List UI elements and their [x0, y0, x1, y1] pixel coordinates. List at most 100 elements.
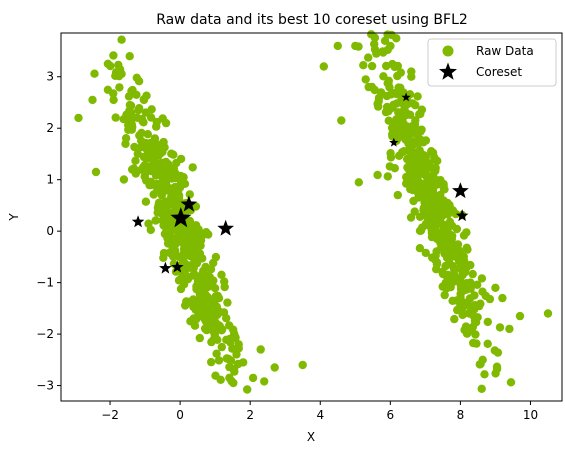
- raw-data-point: [91, 167, 101, 177]
- raw-data-point: [171, 234, 180, 243]
- raw-data-point: [477, 274, 487, 283]
- raw-data-point: [458, 264, 467, 274]
- raw-data-point: [448, 231, 457, 240]
- y-tick-label: 3: [46, 70, 54, 84]
- raw-data-point: [125, 52, 134, 61]
- raw-data-point: [222, 335, 231, 344]
- raw-data-point: [448, 296, 457, 305]
- raw-data-point: [434, 229, 443, 238]
- raw-data-point: [154, 151, 163, 160]
- raw-data-point: [415, 226, 425, 235]
- raw-data-point: [171, 173, 180, 183]
- raw-data-point: [185, 216, 194, 226]
- raw-data-point: [198, 254, 207, 263]
- raw-data-point: [458, 301, 467, 311]
- raw-data-point: [411, 169, 421, 178]
- coreset-point: [217, 219, 234, 236]
- raw-data-point: [393, 190, 402, 200]
- raw-data-point: [427, 228, 437, 238]
- coreset-point: [171, 260, 184, 273]
- raw-data-point: [458, 310, 467, 320]
- raw-data-point: [171, 182, 180, 192]
- raw-data-point: [359, 60, 368, 70]
- x-tick-label: 2: [246, 408, 254, 422]
- raw-data-point: [442, 208, 451, 218]
- raw-data-point: [225, 321, 234, 330]
- y-tick-label: 1: [46, 173, 54, 187]
- raw-data-point: [203, 311, 212, 320]
- raw-data-point: [182, 297, 191, 306]
- raw-data-point: [439, 223, 448, 232]
- y-tick-label: 2: [46, 121, 54, 135]
- raw-data-point: [146, 143, 155, 152]
- raw-data-point: [103, 85, 113, 95]
- raw-data-point: [191, 227, 200, 236]
- raw-data-point: [456, 281, 466, 290]
- raw-data-points: [74, 30, 553, 394]
- raw-data-point: [214, 356, 224, 365]
- raw-data-point: [171, 192, 180, 201]
- raw-data-point: [219, 308, 229, 317]
- legend-raw-marker: [442, 45, 454, 57]
- x-tick-label: 0: [176, 408, 184, 422]
- raw-data-point: [473, 280, 482, 289]
- y-tick-label: −1: [36, 276, 54, 290]
- raw-data-point: [466, 260, 475, 270]
- raw-data-point: [115, 83, 124, 92]
- raw-data-point: [403, 136, 412, 145]
- raw-data-point: [190, 321, 200, 330]
- raw-data-point: [117, 35, 126, 44]
- coreset-point: [452, 182, 469, 199]
- raw-data-point: [184, 262, 193, 272]
- raw-data-point: [211, 252, 221, 262]
- raw-data-point: [183, 274, 193, 284]
- raw-data-point: [169, 164, 178, 173]
- raw-data-point: [370, 33, 380, 42]
- raw-data-point: [134, 77, 144, 86]
- raw-data-point: [498, 293, 507, 303]
- raw-data-point: [248, 373, 258, 383]
- raw-data-point: [217, 342, 226, 352]
- raw-data-point: [111, 113, 120, 122]
- legend-coreset-label: Coreset: [476, 65, 522, 79]
- raw-data-point: [393, 71, 402, 81]
- raw-data-point: [406, 184, 415, 194]
- raw-data-point: [207, 357, 216, 367]
- raw-data-point: [195, 333, 204, 343]
- raw-data-point: [144, 219, 153, 228]
- raw-data-point: [443, 198, 452, 208]
- raw-data-point: [196, 236, 206, 245]
- raw-data-point: [382, 61, 391, 71]
- x-tick-label: 10: [523, 408, 538, 422]
- raw-data-point: [109, 51, 118, 60]
- raw-data-point: [436, 235, 445, 244]
- raw-data-point: [421, 204, 430, 214]
- raw-data-point: [440, 185, 449, 194]
- raw-data-point: [351, 41, 360, 51]
- raw-data-point: [406, 213, 416, 222]
- raw-data-point: [121, 139, 130, 148]
- raw-data-point: [427, 147, 436, 156]
- raw-data-point: [210, 297, 219, 306]
- raw-data-point: [390, 130, 399, 139]
- raw-data-point: [135, 104, 144, 113]
- raw-data-point: [181, 238, 190, 247]
- raw-data-point: [413, 175, 422, 185]
- raw-data-point: [361, 75, 370, 84]
- y-tick-label: −3: [36, 379, 54, 393]
- raw-data-point: [543, 309, 553, 318]
- raw-data-point: [137, 136, 146, 146]
- raw-data-point: [141, 166, 150, 175]
- raw-data-point: [483, 339, 492, 348]
- raw-data-point: [485, 294, 495, 304]
- raw-data-point: [392, 115, 401, 124]
- raw-data-point: [383, 30, 392, 39]
- coreset-point: [389, 137, 399, 147]
- raw-data-point: [445, 241, 454, 251]
- raw-data-point: [451, 209, 460, 219]
- raw-data-point: [475, 360, 484, 369]
- raw-data-point: [436, 176, 445, 185]
- raw-data-point: [190, 269, 199, 279]
- raw-data-point: [298, 360, 307, 370]
- raw-data-point: [140, 143, 149, 152]
